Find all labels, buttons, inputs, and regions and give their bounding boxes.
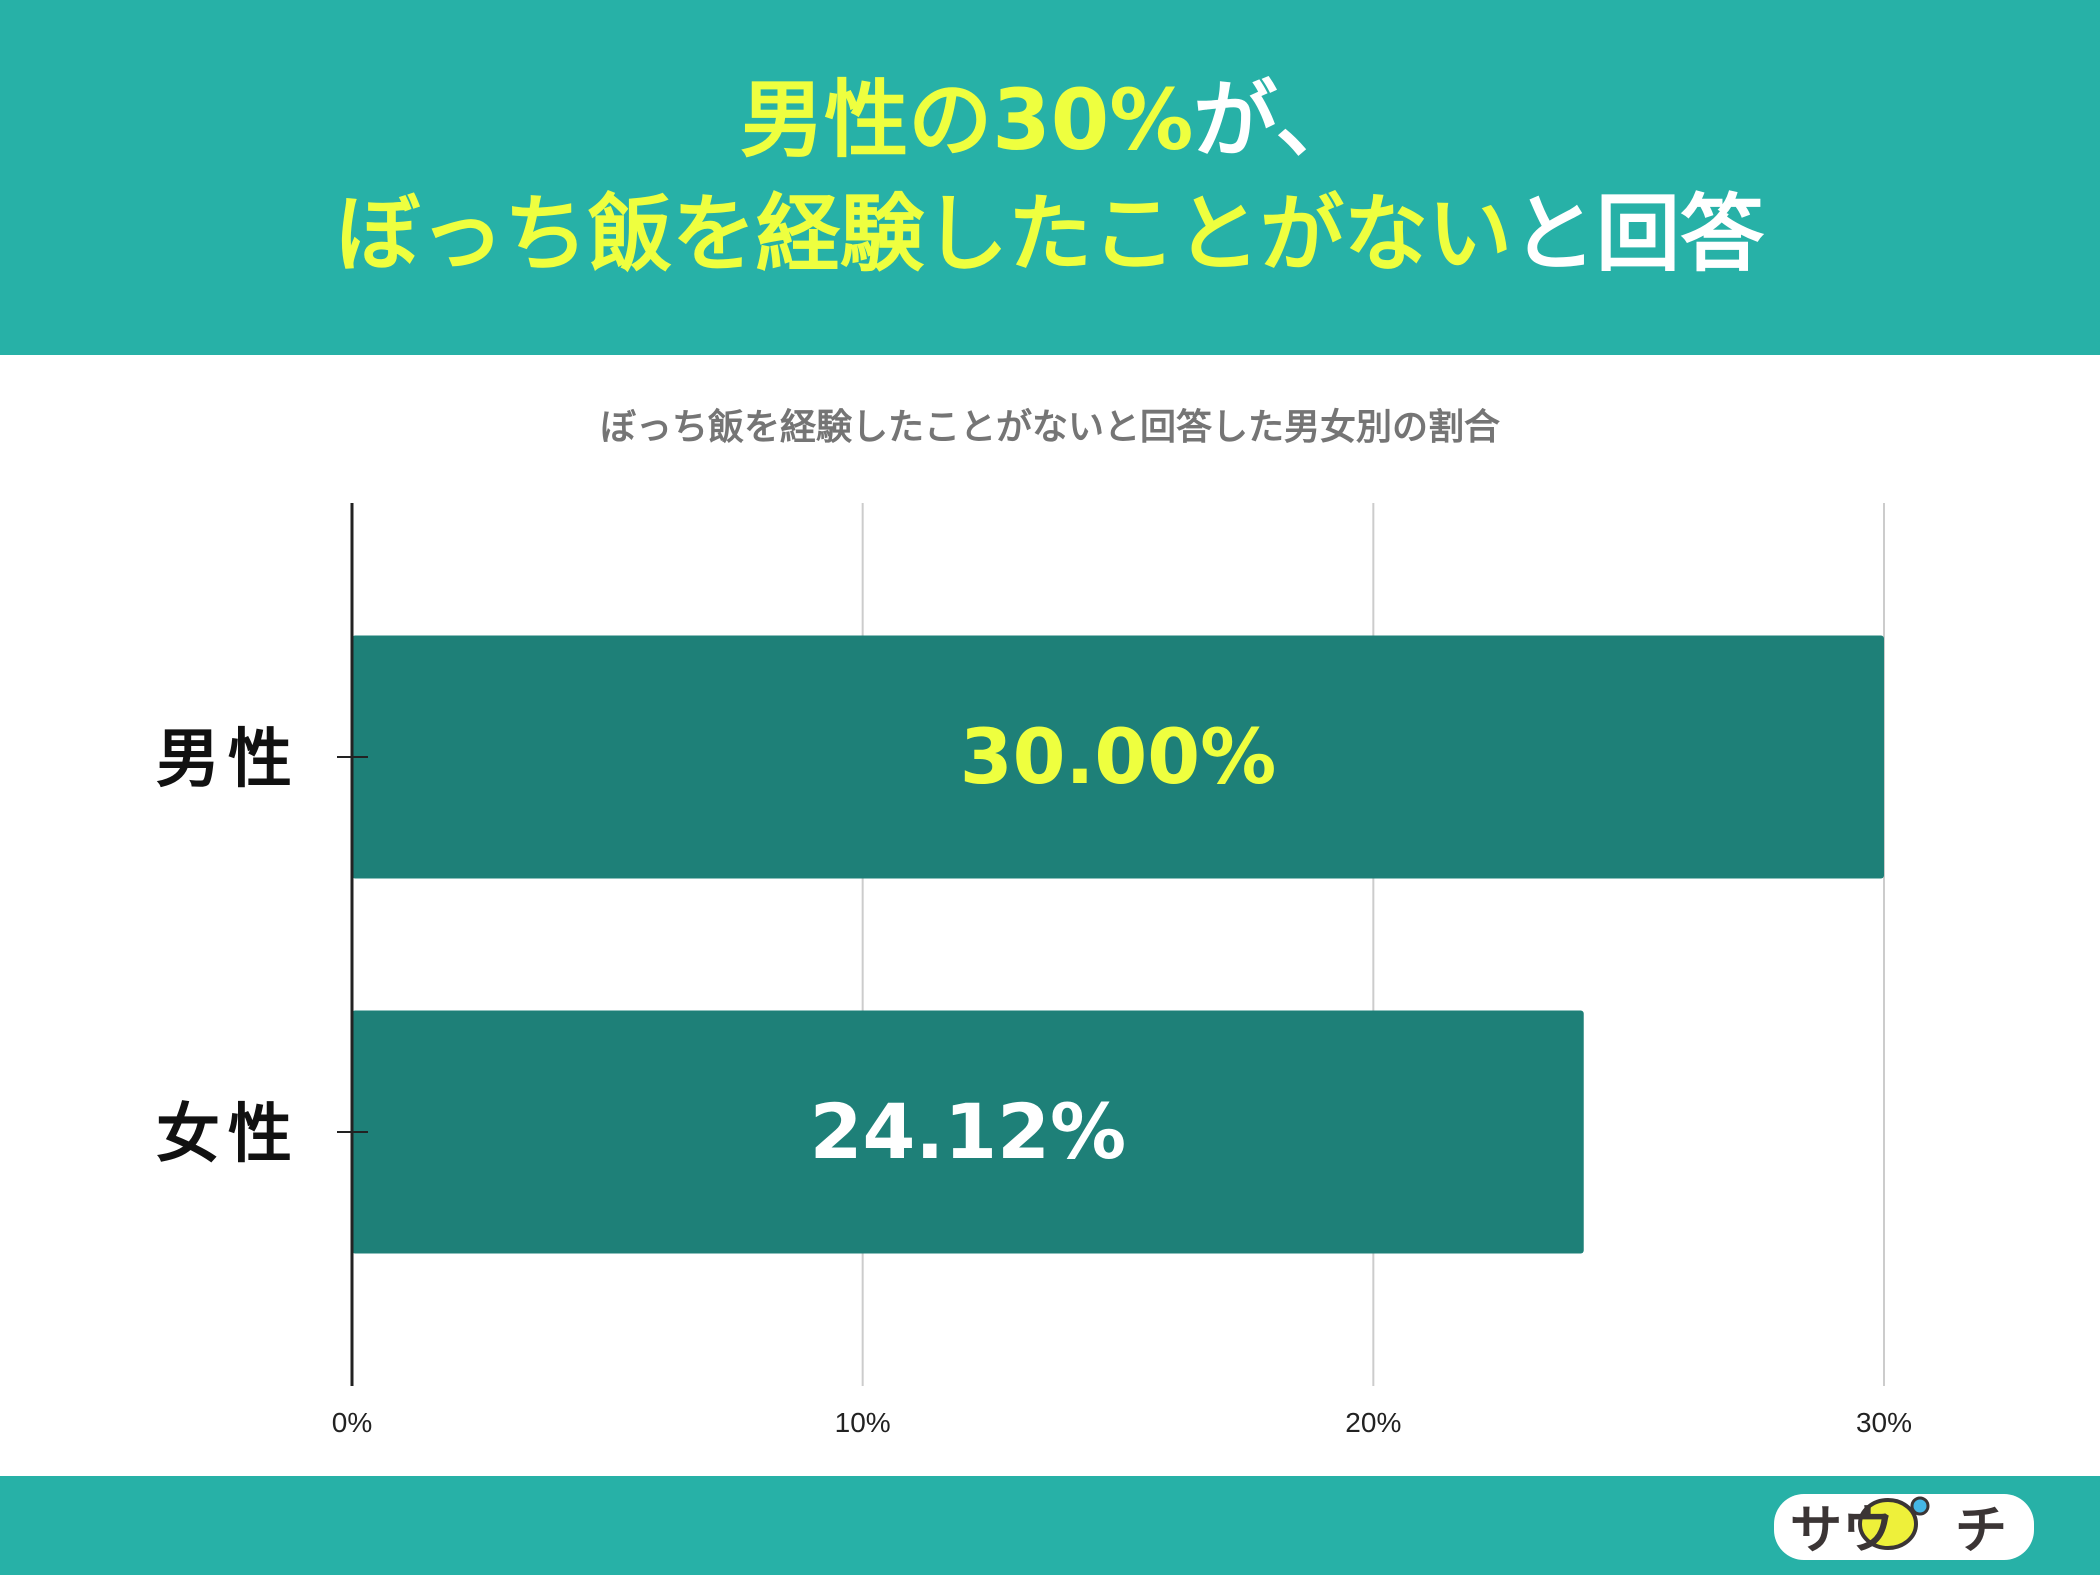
bar-2 <box>352 1010 1584 1254</box>
bar-chart: 0% 10% 20% 30% 30.00% 男性 24.12% 女性 <box>156 503 1912 1438</box>
saunachi-logo: サウ チ <box>1774 1494 2034 1561</box>
category-label: 男性 <box>156 723 300 797</box>
svg-text:チ: チ <box>1955 1501 2007 1561</box>
chart-title: ぼっち飯を経験したことがないと回答した男女別の割合 <box>599 407 1500 448</box>
headline-text: が、 <box>1193 71 1360 169</box>
footer-banner: サウ チ <box>0 1476 2100 1575</box>
headline-line-1: 男性の30%が、 <box>0 70 2100 170</box>
svg-text:サウ: サウ <box>1790 1501 1894 1561</box>
headline-highlight: 男性の30% <box>740 71 1194 169</box>
header-banner: 男性の30%が、 ぼっち飯を経験したことがないと回答 <box>0 0 2100 355</box>
headline-text: と回答 <box>1512 185 1765 283</box>
headline-highlight: ぼっち飯を経験したことがない <box>335 185 1512 283</box>
headline-line-2: ぼっち飯を経験したことがないと回答 <box>0 184 2100 284</box>
x-tick-label: 0% <box>332 1407 372 1438</box>
bar-1 <box>352 635 1884 879</box>
x-tick-label: 20% <box>1345 1407 1401 1438</box>
x-tick-label: 10% <box>835 1407 891 1438</box>
x-tick-label: 30% <box>1856 1407 1912 1438</box>
category-label: 女性 <box>156 1098 300 1172</box>
data-label: 24.12% <box>810 1087 1127 1176</box>
data-label: 30.00% <box>960 712 1277 801</box>
